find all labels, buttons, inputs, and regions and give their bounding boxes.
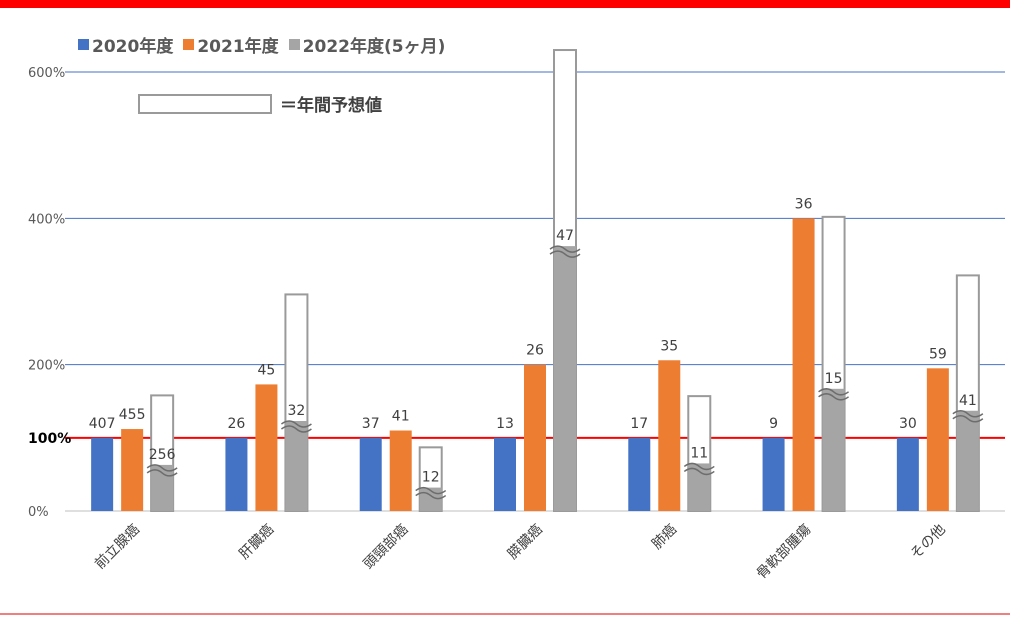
bar-1-6 <box>926 368 949 511</box>
bar-0-0 <box>91 437 114 511</box>
data-label-1-3: 26 <box>526 343 544 359</box>
break-mark <box>683 462 715 476</box>
legend-item-2020: 2020年度 <box>78 32 173 57</box>
data-label-2-3: 47 <box>556 228 574 244</box>
legend-label-2022: 2022年度(5ヶ月) <box>302 37 446 57</box>
break-mark <box>146 464 178 477</box>
grid-lines: 0% 100% 200% 400% 600% <box>28 66 1005 520</box>
data-label-1-1: 45 <box>258 362 276 378</box>
category-label-1: 肝臓癌 <box>236 522 277 563</box>
bar-0-6 <box>896 437 919 511</box>
break-mark <box>952 410 984 423</box>
data-label-0-2: 37 <box>362 416 380 432</box>
legend-item-2021: 2021年度 <box>183 32 279 57</box>
data-label-2-0: 256 <box>149 447 176 463</box>
bars <box>91 49 984 513</box>
category-label-3: 膵臓癌 <box>505 522 546 563</box>
break-mark <box>549 245 581 258</box>
data-label-0-5: 9 <box>769 416 778 432</box>
bar-2-3 <box>554 246 576 511</box>
bar-2-0 <box>151 464 174 511</box>
data-label-0-3: 13 <box>496 416 514 432</box>
data-label-2-2: 12 <box>422 470 440 486</box>
data-label-0-0: 407 <box>89 416 116 432</box>
legend: 2020年度 2021年度 2022年度(5ヶ月) <box>78 32 445 57</box>
category-label-4: 肺癌 <box>649 522 680 553</box>
bar-1-0 <box>121 429 144 511</box>
top-accent-bar <box>0 0 1010 8</box>
data-label-2-4: 11 <box>690 445 708 461</box>
bar-0-2 <box>359 437 382 511</box>
data-label-0-1: 26 <box>228 416 246 432</box>
bar-2-4 <box>688 463 711 511</box>
data-label-1-2: 41 <box>392 409 410 425</box>
data-label-1-6: 59 <box>929 346 947 362</box>
y-tick-100: 100% <box>28 431 71 447</box>
annual-estimate-label: ＝年間予想値 <box>280 96 382 116</box>
break-mark <box>415 486 447 500</box>
y-tick-600: 600% <box>28 66 65 81</box>
bar-0-3 <box>494 437 516 511</box>
category-label-0: 前立腺癌 <box>91 521 143 573</box>
category-label-5: 骨軟部腫瘍 <box>753 521 815 583</box>
legend-swatch-2022 <box>288 39 300 50</box>
bar-1-1 <box>255 384 278 511</box>
annual-estimate-swatch <box>138 93 272 114</box>
y-tick-200: 200% <box>28 359 65 374</box>
legend-swatch-2021 <box>183 39 195 50</box>
legend-item-2022: 2022年度(5ヶ月) <box>288 32 446 57</box>
data-label-1-5: 36 <box>795 196 813 212</box>
y-tick-0: 0% <box>28 505 49 520</box>
legend-label-2021: 2021年度 <box>197 37 279 57</box>
legend-swatch-2020 <box>78 39 89 50</box>
bar-1-4 <box>658 360 681 511</box>
bar-1-5 <box>792 218 815 511</box>
bar-2-5 <box>822 388 845 511</box>
data-label-2-5: 15 <box>825 371 843 387</box>
break-mark <box>280 420 312 433</box>
category-label-6: その他 <box>908 522 949 563</box>
break-mark <box>818 388 850 401</box>
data-label-0-4: 17 <box>630 416 648 432</box>
bar-2-6 <box>956 410 979 511</box>
legend-label-2020: 2020年度 <box>92 37 174 57</box>
bar-0-5 <box>762 437 785 511</box>
data-label-1-4: 35 <box>660 338 678 354</box>
data-label-2-1: 32 <box>288 403 306 419</box>
category-labels: 前立腺癌 肝臓癌 頭頸部癌 膵臓癌 肺癌 骨軟部腫瘍 その他 <box>91 521 948 583</box>
data-label-0-6: 30 <box>899 416 917 432</box>
bar-0-4 <box>628 437 651 511</box>
data-label-1-0: 455 <box>119 407 146 423</box>
bar-2-1 <box>285 421 308 511</box>
bar-0-1 <box>225 437 248 511</box>
bar-1-3 <box>524 364 546 511</box>
bar-1-2 <box>389 430 412 511</box>
bottom-rule <box>0 613 1010 615</box>
category-label-2: 頭頸部癌 <box>361 522 412 573</box>
annual-estimate-note: ＝年間予想値 <box>138 91 382 116</box>
y-tick-400: 400% <box>28 212 65 227</box>
data-label-2-6: 41 <box>959 393 977 409</box>
